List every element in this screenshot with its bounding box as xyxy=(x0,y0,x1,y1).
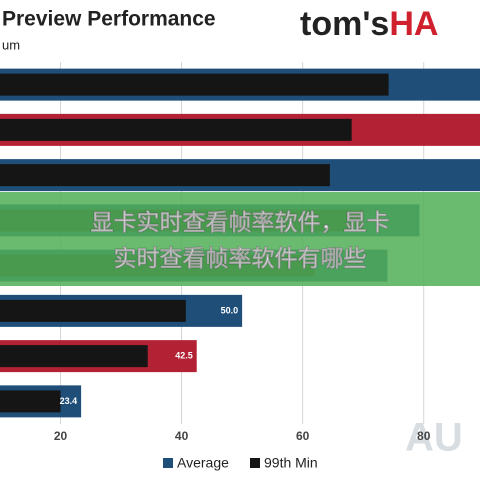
bar xyxy=(0,164,330,187)
bar xyxy=(0,118,352,141)
x-tick-label: 40 xyxy=(175,429,189,443)
logo-text: tom's xyxy=(300,5,389,43)
bar xyxy=(0,73,389,96)
value-label: 42.5 xyxy=(175,351,193,361)
legend-label: 99th Min xyxy=(264,455,318,471)
logo-accent: HA xyxy=(389,5,438,43)
legend-swatch xyxy=(163,458,173,468)
bar xyxy=(0,390,61,413)
legend-label: Average xyxy=(177,455,229,471)
watermark: AU xyxy=(405,416,463,460)
chart-title: Preview Performance xyxy=(2,8,216,31)
x-tick-label: 60 xyxy=(296,429,310,443)
banner-text: 显卡实时查看帧率软件，显卡 xyxy=(91,209,390,235)
bar xyxy=(0,299,186,322)
legend-swatch xyxy=(250,458,260,468)
x-tick-label: 80 xyxy=(417,429,431,443)
bar xyxy=(0,345,148,368)
chart-subtitle: um xyxy=(2,37,20,52)
value-label: 23.4 xyxy=(60,396,78,406)
banner xyxy=(0,192,480,286)
x-tick-label: 20 xyxy=(54,429,68,443)
banner-text: 实时查看帧率软件有哪些 xyxy=(114,245,367,271)
value-label: 50.0 xyxy=(221,305,239,315)
logo: tom'sHA xyxy=(300,5,438,43)
